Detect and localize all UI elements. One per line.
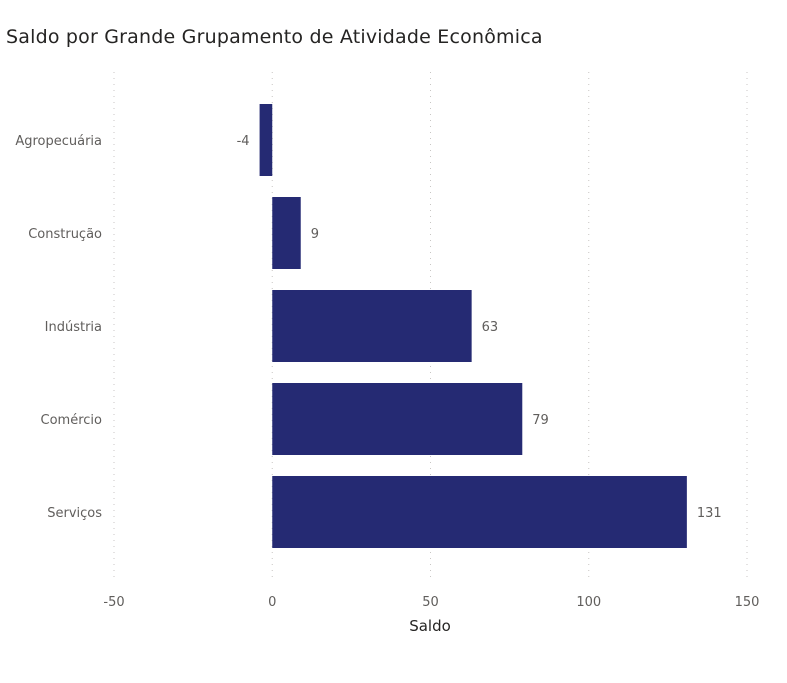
- x-axis-ticks: -50 0 50 100 150: [103, 595, 759, 610]
- category-label: Agropecuária: [15, 134, 102, 149]
- category-label: Comércio: [41, 413, 103, 428]
- bars: [259, 104, 687, 548]
- chart-title: Saldo por Grande Grupamento de Atividade…: [6, 26, 543, 48]
- bar: [272, 476, 687, 548]
- x-tick-label: 50: [422, 595, 439, 610]
- category-label: Construção: [28, 227, 102, 242]
- data-label: 79: [532, 413, 549, 428]
- data-label: 9: [311, 227, 319, 242]
- x-tick-label: 100: [576, 595, 601, 610]
- data-label: -4: [237, 134, 250, 149]
- data-label: 63: [482, 320, 499, 335]
- bar: [272, 383, 523, 455]
- data-label: 131: [697, 506, 722, 521]
- category-labels: Agropecuária Construção Indústria Comércio S…: [15, 134, 102, 521]
- bar: [259, 104, 273, 176]
- x-tick-label: 0: [268, 595, 276, 610]
- category-label: Serviços: [47, 506, 102, 521]
- bar: [272, 197, 301, 269]
- x-tick-label: 150: [735, 595, 760, 610]
- bar: [272, 290, 472, 362]
- data-labels: -4 9 63 79 131: [237, 134, 722, 521]
- x-tick-label: -50: [103, 595, 124, 610]
- x-axis-title: Saldo: [409, 617, 451, 635]
- category-label: Indústria: [45, 320, 102, 335]
